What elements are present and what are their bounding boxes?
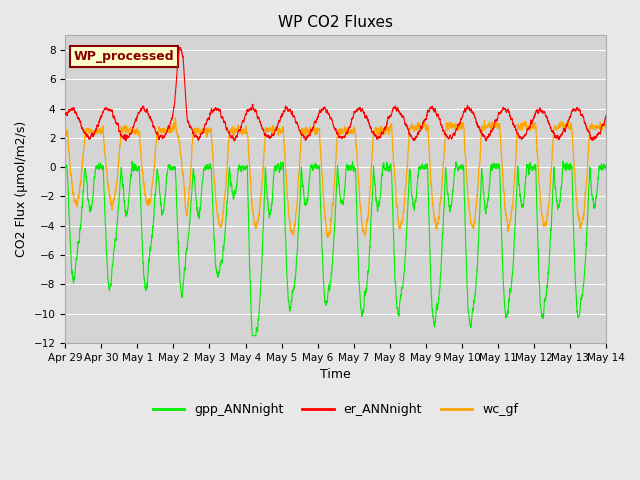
X-axis label: Time: Time — [320, 368, 351, 381]
Y-axis label: CO2 Flux (μmol/m2/s): CO2 Flux (μmol/m2/s) — [15, 121, 28, 257]
Legend: gpp_ANNnight, er_ANNnight, wc_gf: gpp_ANNnight, er_ANNnight, wc_gf — [148, 398, 524, 421]
Text: WP_processed: WP_processed — [74, 50, 174, 63]
Title: WP CO2 Fluxes: WP CO2 Fluxes — [278, 15, 393, 30]
